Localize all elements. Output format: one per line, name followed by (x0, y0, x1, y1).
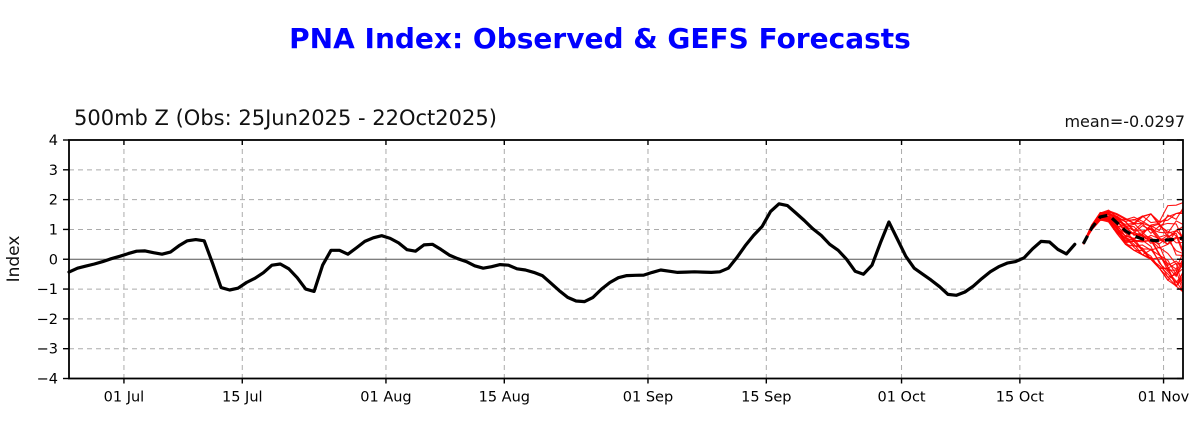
y-tick-label: −4 (37, 372, 58, 388)
x-tick-label: 01 Oct (877, 390, 925, 406)
y-tick-labels: 4 3 2 1 0 −1 −2 −3 −4 (37, 133, 58, 388)
x-tick-label: 15 Oct (996, 390, 1044, 406)
y-tick-label: 0 (49, 252, 58, 268)
x-tick-label: 15 Sep (741, 390, 791, 406)
x-tick-label: 01 Aug (360, 390, 411, 406)
x-tick-label: 15 Aug (479, 390, 530, 406)
observed-pna-line (67, 202, 1077, 304)
gefs-ensemble-members (1082, 202, 1184, 293)
page-title: PNA Index: Observed & GEFS Forecasts (289, 22, 911, 55)
gefs-member-trace (1082, 219, 1184, 265)
axis-ticks (63, 139, 1183, 384)
x-tick-labels: 01 Jul 15 Jul 01 Aug 15 Aug 01 Sep 15 Sep 01 O… (104, 390, 1190, 406)
gefs-member-trace (1082, 210, 1184, 244)
y-axis-label: Index (4, 235, 24, 283)
y-tick-label: −2 (37, 312, 58, 328)
y-tick-label: 3 (49, 163, 58, 179)
y-tick-label: 2 (49, 193, 58, 209)
observed-line (67, 202, 1077, 304)
ensemble-mean-annotation: mean=-0.0297 (1064, 112, 1185, 131)
y-tick-label: 4 (49, 133, 58, 149)
gefs-member-trace (1082, 211, 1184, 244)
y-tick-label: 1 (49, 222, 58, 238)
y-tick-label: −1 (37, 282, 58, 298)
chart-subtitle: 500mb Z (Obs: 25Jun2025 - 22Oct2025) (74, 106, 497, 130)
gefs-member-trace (1082, 217, 1184, 288)
x-tick-label: 01 Sep (623, 390, 673, 406)
gefs-mean-line (1081, 213, 1184, 245)
x-tick-label: 15 Jul (222, 390, 263, 406)
x-tick-label: 01 Jul (104, 390, 145, 406)
gefs-mean-dashed-line (1081, 213, 1184, 245)
gefs-member-trace (1082, 202, 1184, 244)
y-tick-label: −3 (37, 342, 58, 358)
x-tick-label: 01 Nov (1138, 390, 1190, 406)
